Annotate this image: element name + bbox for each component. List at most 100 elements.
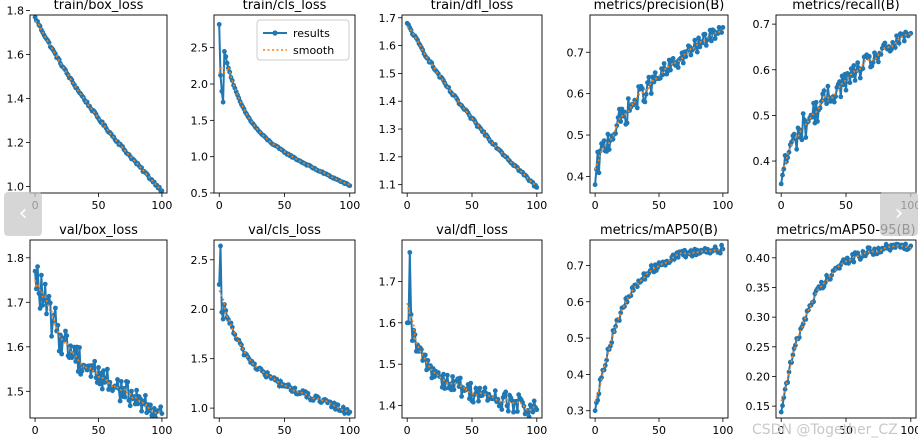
- prev-arrow-button[interactable]: ‹: [4, 192, 42, 236]
- results-point: [793, 136, 798, 142]
- y-tick-label: 0.5: [753, 109, 771, 122]
- x-tick-label: 100: [526, 424, 547, 437]
- results-point: [102, 380, 108, 385]
- results-point: [503, 389, 509, 395]
- results-point: [441, 371, 446, 377]
- results-point: [696, 35, 701, 41]
- results-point: [720, 25, 726, 30]
- results-line: [406, 22, 538, 188]
- next-arrow-button[interactable]: ›: [880, 192, 918, 236]
- results-point: [46, 293, 52, 299]
- results-point: [135, 401, 141, 407]
- smooth-line: [406, 25, 538, 187]
- results-point: [470, 399, 476, 405]
- results-point: [680, 60, 686, 66]
- results-point: [785, 380, 791, 385]
- results-point: [534, 407, 540, 413]
- results-point: [55, 322, 61, 328]
- results-point: [778, 409, 784, 415]
- results-point: [650, 74, 655, 80]
- results-point: [703, 43, 709, 48]
- chart-val-dfl-loss: val/dfl_loss 0 50 100 1.4 1.5 1.6 1.7: [379, 223, 548, 437]
- series-group: [592, 242, 726, 414]
- results-point: [239, 342, 244, 348]
- chart-val-cls-loss: val/cls_loss 0 50 100 1.0 1.5 2.0 2.5: [191, 223, 361, 437]
- results-point: [36, 291, 42, 296]
- results-point: [847, 80, 853, 86]
- results-point: [107, 379, 113, 385]
- results-point: [146, 408, 152, 414]
- results-point: [668, 67, 673, 73]
- results-point: [634, 284, 640, 290]
- results-point: [903, 241, 908, 247]
- y-tick-label: 1.0: [191, 402, 209, 415]
- legend-box: [256, 19, 350, 61]
- results-point: [482, 385, 488, 391]
- results-point: [41, 297, 47, 303]
- results-point: [159, 188, 165, 193]
- results-point: [640, 86, 645, 91]
- results-point: [717, 250, 723, 256]
- y-tick-label: 0.25: [746, 341, 771, 354]
- results-point: [530, 409, 536, 415]
- series-group: [592, 25, 726, 188]
- results-point: [117, 398, 123, 404]
- results-point: [790, 352, 796, 358]
- results-point: [143, 393, 148, 398]
- chart-title: val/cls_loss: [248, 223, 321, 238]
- results-point: [866, 54, 872, 59]
- results-point: [89, 363, 95, 368]
- results-line: [34, 16, 162, 192]
- legend-results-label: results: [293, 27, 330, 40]
- chart-title: metrics/precision(B): [594, 0, 725, 13]
- series-group: [404, 20, 540, 190]
- y-tick-label: 1.4: [379, 95, 397, 108]
- results-point: [139, 408, 145, 414]
- smooth-line: [594, 248, 724, 403]
- results-point: [803, 135, 809, 140]
- results-point: [608, 343, 613, 349]
- results-point: [872, 50, 877, 56]
- y-tick-label: 1.5: [191, 353, 209, 366]
- results-line: [34, 266, 163, 418]
- x-tick-label: 100: [339, 199, 360, 212]
- results-point: [692, 37, 698, 43]
- results-point: [822, 97, 828, 103]
- results-point: [675, 65, 681, 70]
- y-tick-label: 1.5: [7, 385, 25, 398]
- x-tick-label: 50: [465, 199, 479, 212]
- x-tick-label: 50: [652, 424, 666, 437]
- chart-metrics-map50-b-: metrics/mAP50(B) 0 50 100 0.3 0.4 0.5 0.6 0.7: [567, 223, 734, 437]
- y-tick-label: 1.5: [379, 358, 397, 371]
- results-point: [84, 367, 90, 373]
- plot-frame: [401, 239, 543, 419]
- y-tick-label: 1.8: [7, 252, 25, 265]
- legend: results smooth: [256, 19, 350, 61]
- results-point: [88, 374, 94, 379]
- chart-title: train/cls_loss: [243, 0, 327, 13]
- results-point: [648, 263, 654, 268]
- x-tick-label: 0: [592, 424, 599, 437]
- results-point: [831, 99, 837, 105]
- series-group: [216, 22, 353, 189]
- results-point: [92, 358, 98, 364]
- results-point: [600, 143, 606, 149]
- results-point: [64, 333, 70, 339]
- y-tick-label: 1.4: [7, 93, 25, 106]
- results-point: [624, 120, 630, 126]
- results-point: [786, 369, 792, 375]
- results-point: [148, 402, 153, 408]
- results-point: [127, 403, 133, 409]
- x-tick-label: 50: [278, 424, 292, 437]
- y-tick-label: 2.5: [191, 254, 209, 267]
- x-tick-label: 100: [339, 424, 360, 437]
- results-point: [846, 71, 851, 77]
- results-point: [153, 415, 158, 418]
- results-point: [93, 375, 99, 381]
- results-point: [410, 338, 415, 344]
- results-point: [657, 75, 663, 81]
- results-point: [837, 79, 842, 85]
- results-point: [492, 142, 498, 147]
- results-point: [648, 91, 654, 96]
- chart-title: metrics/recall(B): [792, 0, 899, 13]
